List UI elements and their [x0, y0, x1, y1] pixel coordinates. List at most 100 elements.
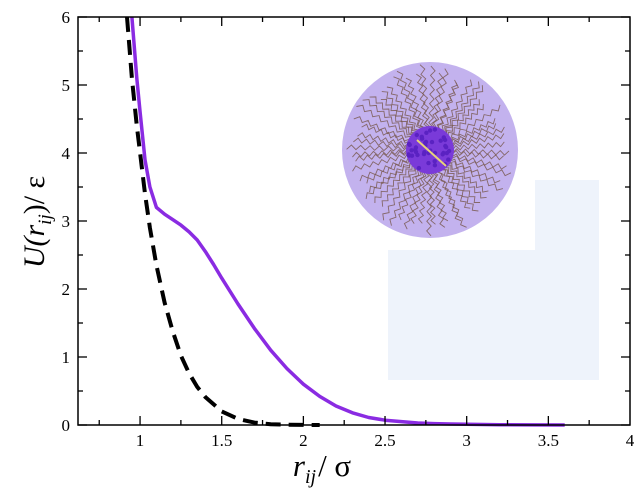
- y-tick-label: 0: [62, 416, 71, 435]
- micelle-chain: [356, 104, 415, 143]
- micelle-chain: [417, 167, 431, 224]
- micelle-core-bead: [406, 141, 412, 147]
- micelle-core-bead: [443, 143, 448, 149]
- axis-ticks: [78, 16, 630, 426]
- x-tick-label: 2.5: [374, 431, 395, 450]
- micelle-chain: [419, 64, 431, 133]
- micelle-chain: [386, 86, 421, 137]
- micelle-chain: [445, 118, 496, 144]
- micelle-core-bead: [432, 127, 438, 132]
- micelle-chain: [446, 126, 505, 147]
- x-tick-label: 1.5: [211, 431, 232, 450]
- micelle-core-bead: [416, 165, 422, 171]
- y-tick-label: 4: [62, 144, 71, 163]
- x-tick-label: 4: [626, 431, 635, 450]
- micelle-chain: [435, 165, 462, 222]
- micelle-core-bead: [406, 152, 411, 157]
- micelle-core-bead: [419, 136, 425, 141]
- dashed-series-line: [125, 16, 320, 427]
- micelle-core-bead: [423, 139, 429, 145]
- micelle-chain: [444, 160, 487, 199]
- micelle-chain: [381, 164, 420, 207]
- micelle-chain: [403, 167, 427, 230]
- x-tick-label: 3: [462, 431, 471, 450]
- micelle-core-beads: [406, 127, 452, 171]
- micelle-chain: [447, 152, 512, 177]
- micelle-core-bead: [444, 150, 449, 156]
- y-tick-label: 3: [62, 212, 71, 231]
- micelle-chain: [447, 149, 505, 161]
- micelle-chain: [393, 76, 424, 135]
- y-axis-label-subscript: ij: [35, 214, 56, 225]
- x-axis-label-subscript: ij: [305, 466, 317, 488]
- micelle-chain: [359, 155, 415, 182]
- micelle-chain: [381, 91, 419, 138]
- micelle-chain: [438, 81, 480, 135]
- micelle-chain: [369, 96, 416, 140]
- x-axis-label-main: r: [293, 448, 306, 483]
- x-axis-label-denominator: / σ: [318, 448, 351, 483]
- micelle-chain: [362, 99, 415, 141]
- micelle-chain: [380, 98, 418, 139]
- micelle-core-bead: [432, 159, 437, 164]
- x-tick-label: 2: [299, 431, 308, 450]
- x-tick-label: 3.5: [538, 431, 559, 450]
- x-tick-label: 1: [136, 431, 145, 450]
- micelle-chain: [434, 82, 460, 133]
- micelle-chain: [447, 133, 505, 149]
- series-layer: [125, 16, 565, 427]
- micelle-chain: [431, 68, 449, 133]
- micelle-chain: [442, 161, 481, 203]
- micelle-chain: [405, 77, 427, 134]
- micelle-chain: [352, 152, 414, 172]
- x-axis-label: rij/ σ: [293, 448, 352, 488]
- micelle-core-bead: [413, 147, 418, 152]
- micelle-chain: [346, 144, 413, 152]
- micelle-chain: [447, 141, 505, 152]
- micelle-illustration-icon: [342, 62, 518, 238]
- micelle-core-bead: [409, 148, 414, 153]
- micelle-chain: [430, 167, 446, 228]
- micelle-chains: [346, 64, 512, 237]
- micelle-chain: [446, 156, 504, 191]
- y-tick-label: 5: [62, 76, 71, 95]
- y-tick-label: 2: [62, 280, 71, 299]
- micelle-core-bead: [441, 135, 446, 140]
- micelle-chain: [355, 149, 413, 162]
- micelle-core-bead: [424, 130, 429, 135]
- y-tick-label: 6: [62, 8, 71, 27]
- micelle-core-bead: [446, 157, 451, 162]
- micelle-chain: [446, 155, 501, 184]
- micelle-chain: [428, 65, 436, 133]
- micelle-chain: [357, 132, 413, 149]
- micelle-core-bead: [422, 150, 427, 155]
- micelle-chain: [374, 162, 419, 204]
- y-axis-label: U(rij)/ ε: [18, 176, 56, 268]
- micelle-core-bead: [427, 128, 433, 133]
- micelle-chain: [441, 163, 479, 212]
- micelle-core-bead: [429, 139, 435, 145]
- micelle-chain: [426, 167, 433, 237]
- micelle-chain: [444, 104, 501, 141]
- micelle-chain: [353, 116, 414, 145]
- micelle-chain: [365, 160, 417, 199]
- micelle-chain: [445, 158, 489, 193]
- micelle-core-bead: [441, 150, 446, 156]
- micelle-core-bead: [432, 163, 438, 168]
- y-axis-label-main: U(r: [18, 225, 51, 269]
- micelle-chain: [439, 85, 484, 136]
- micelle-chain: [436, 165, 467, 228]
- micelle-chain: [437, 79, 473, 134]
- y-axis-label-end: )/ ε: [18, 176, 51, 214]
- micelle-chain: [369, 159, 417, 193]
- micelle-core-bead: [415, 152, 420, 158]
- micelle-chain: [389, 166, 424, 226]
- inset-background-panel: [388, 180, 599, 380]
- micelle-chain: [353, 137, 413, 151]
- micelle-core-bead: [438, 138, 443, 143]
- tick-labels: 1 1.5 2 2.5 3 3.5 4 0 1 2 3 4 5 6: [62, 8, 635, 450]
- micelle-chain: [441, 99, 480, 137]
- y-tick-label: 1: [62, 348, 71, 367]
- micelle-core-bead: [426, 160, 431, 166]
